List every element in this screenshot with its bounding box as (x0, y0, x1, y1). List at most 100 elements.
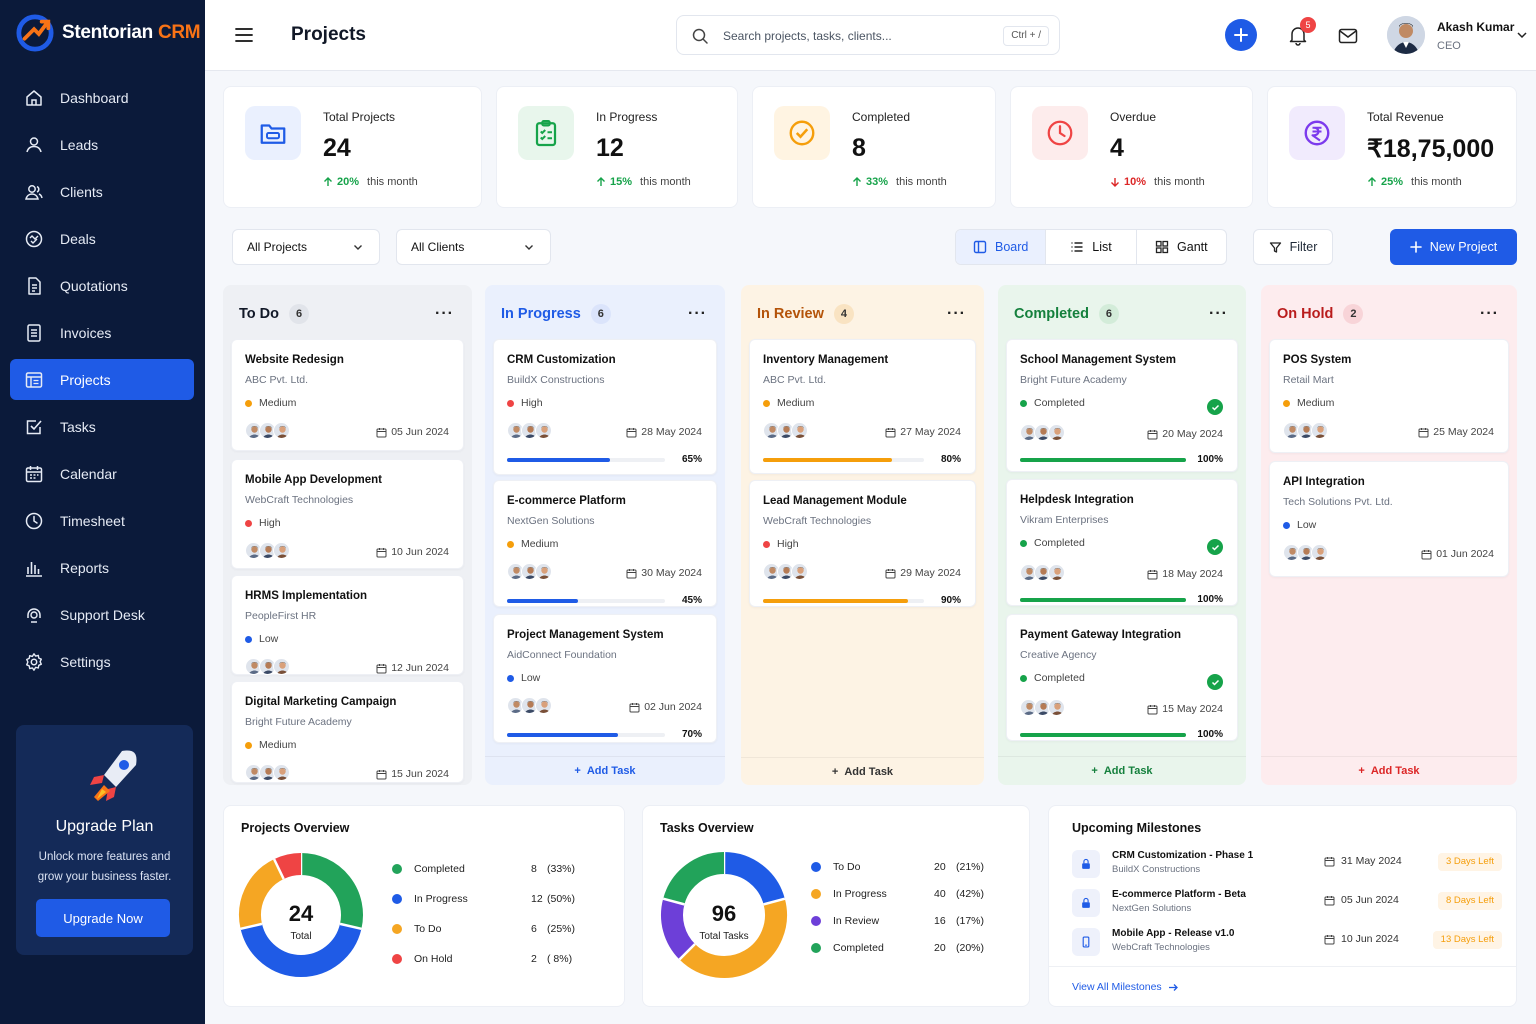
project-card[interactable]: Website Redesign ABC Pvt. Ltd. Medium 05… (231, 339, 464, 451)
project-card[interactable]: E-commerce Platform NextGen Solutions Me… (493, 480, 717, 607)
assignee-avatar[interactable] (1048, 424, 1065, 441)
project-card[interactable]: Lead Management Module WebCraft Technolo… (749, 480, 976, 607)
project-card[interactable]: Inventory Management ABC Pvt. Ltd. Mediu… (749, 339, 976, 474)
more-options-icon[interactable]: ··· (435, 305, 454, 322)
legend-item[interactable]: In Review (811, 915, 879, 927)
assignee-avatar[interactable] (535, 422, 552, 439)
assignee-avatar[interactable] (1020, 424, 1037, 441)
assignee-avatar[interactable] (521, 563, 538, 580)
more-options-icon[interactable]: ··· (1209, 305, 1228, 322)
tab-board[interactable]: Board (956, 230, 1047, 264)
project-card[interactable]: POS System Retail Mart Medium 25 May 202… (1269, 339, 1509, 453)
assignee-avatar[interactable] (245, 764, 262, 781)
legend-item[interactable]: On Hold (392, 953, 453, 965)
milestone-row[interactable]: Mobile App - Release v1.0 WebCraft Techn… (1072, 924, 1502, 958)
donut-slice-completed[interactable] (663, 852, 725, 905)
sidebar-item-reports[interactable]: Reports (10, 547, 194, 588)
sidebar-item-dashboard[interactable]: Dashboard (10, 77, 194, 118)
sidebar-item-leads[interactable]: Leads (10, 124, 194, 165)
stat-card-overdue[interactable]: Overdue 4 10% this month (1010, 86, 1253, 208)
all-clients-select[interactable]: All Clients (396, 229, 551, 265)
donut-slice-in-progress[interactable] (240, 923, 362, 977)
assignee-avatar[interactable] (1034, 424, 1051, 441)
add-task-button[interactable]: + Add Task (998, 756, 1246, 777)
assignee-avatar[interactable] (1020, 699, 1037, 716)
sidebar-item-clients[interactable]: Clients (10, 171, 194, 212)
assignee-avatar[interactable] (1283, 422, 1300, 439)
user-avatar[interactable] (1387, 16, 1425, 54)
project-card[interactable]: Mobile App Development WebCraft Technolo… (231, 459, 464, 569)
sidebar-item-support-desk[interactable]: Support Desk (10, 594, 194, 635)
project-card[interactable]: School Management System Bright Future A… (1006, 339, 1238, 472)
stat-card-completed[interactable]: Completed 8 33% this month (752, 86, 996, 208)
chevron-down-icon[interactable] (1516, 29, 1528, 41)
donut-slice-in-review[interactable] (661, 898, 696, 960)
donut-slice-completed[interactable] (300, 853, 363, 929)
stat-card-in-progress[interactable]: In Progress 12 15% this month (496, 86, 738, 208)
stat-card-total-revenue[interactable]: Total Revenue ₹18,75,000 25% this month (1267, 86, 1517, 208)
assignee-avatar[interactable] (1048, 699, 1065, 716)
assignee-avatar[interactable] (259, 422, 276, 439)
project-card[interactable]: CRM Customization BuildX Constructions H… (493, 339, 717, 475)
stat-card-total-projects[interactable]: Total Projects 24 20% this month (223, 86, 482, 208)
sidebar-item-calendar[interactable]: Calendar (10, 453, 194, 494)
more-options-icon[interactable]: ··· (688, 305, 707, 322)
hamburger-menu-icon[interactable] (233, 24, 255, 46)
more-options-icon[interactable]: ··· (947, 305, 966, 322)
milestone-row[interactable]: E-commerce Platform - Beta NextGen Solut… (1072, 885, 1502, 919)
project-card[interactable]: Project Management System AidConnect Fou… (493, 614, 717, 743)
legend-item[interactable]: In Progress (392, 893, 468, 905)
brand[interactable]: Stentorian CRM (16, 14, 201, 52)
donut-slice-to-do[interactable] (239, 859, 285, 929)
quick-add-button[interactable] (1225, 19, 1257, 51)
sidebar-item-deals[interactable]: Deals (10, 218, 194, 259)
assignee-avatar[interactable] (1020, 564, 1037, 581)
assignee-avatar[interactable] (245, 658, 262, 675)
assignee-avatar[interactable] (1311, 544, 1328, 561)
project-card[interactable]: Helpdesk Integration Vikram Enterprises … (1006, 479, 1238, 606)
tab-gantt[interactable]: Gantt (1137, 230, 1226, 264)
legend-item[interactable]: Completed (811, 942, 884, 954)
assignee-avatar[interactable] (259, 542, 276, 559)
donut-slice-on-hold[interactable] (274, 853, 302, 880)
more-options-icon[interactable]: ··· (1480, 305, 1499, 322)
assignee-avatar[interactable] (273, 658, 290, 675)
assignee-avatar[interactable] (777, 422, 794, 439)
sidebar-item-quotations[interactable]: Quotations (10, 265, 194, 306)
milestone-row[interactable]: CRM Customization - Phase 1 BuildX Const… (1072, 846, 1502, 880)
user-name[interactable]: Akash Kumar (1437, 20, 1515, 34)
assignee-avatar[interactable] (763, 563, 780, 580)
sidebar-item-settings[interactable]: Settings (10, 641, 194, 682)
legend-item[interactable]: To Do (811, 861, 860, 873)
assignee-avatar[interactable] (1048, 564, 1065, 581)
new-project-button[interactable]: New Project (1390, 229, 1517, 265)
mail-icon[interactable] (1337, 25, 1359, 47)
assignee-avatar[interactable] (259, 764, 276, 781)
assignee-avatar[interactable] (535, 697, 552, 714)
donut-slice-in-progress[interactable] (679, 898, 787, 978)
view-all-milestones-link[interactable]: View All Milestones (1072, 981, 1179, 993)
legend-item[interactable]: In Progress (811, 888, 887, 900)
assignee-avatar[interactable] (535, 563, 552, 580)
all-projects-select[interactable]: All Projects (232, 229, 380, 265)
tab-list[interactable]: List (1046, 230, 1137, 264)
assignee-avatar[interactable] (791, 563, 808, 580)
project-card[interactable]: Digital Marketing Campaign Bright Future… (231, 681, 464, 783)
assignee-avatar[interactable] (791, 422, 808, 439)
sidebar-item-projects[interactable]: Projects (10, 359, 194, 400)
assignee-avatar[interactable] (763, 422, 780, 439)
assignee-avatar[interactable] (273, 764, 290, 781)
legend-item[interactable]: Completed (392, 863, 465, 875)
add-task-button[interactable]: + Add Task (741, 757, 984, 778)
legend-item[interactable]: To Do (392, 923, 441, 935)
project-card[interactable]: API Integration Tech Solutions Pvt. Ltd.… (1269, 461, 1509, 577)
add-task-button[interactable]: + Add Task (1261, 756, 1517, 777)
sidebar-item-tasks[interactable]: Tasks (10, 406, 194, 447)
search-input[interactable] (723, 26, 983, 46)
assignee-avatar[interactable] (273, 422, 290, 439)
upgrade-now-button[interactable]: Upgrade Now (36, 899, 170, 937)
donut-slice-to-do[interactable] (723, 852, 785, 905)
add-task-button[interactable]: + Add Task (485, 756, 725, 777)
project-card[interactable]: HRMS Implementation PeopleFirst HR Low 1… (231, 575, 464, 675)
project-card[interactable]: Payment Gateway Integration Creative Age… (1006, 614, 1238, 741)
